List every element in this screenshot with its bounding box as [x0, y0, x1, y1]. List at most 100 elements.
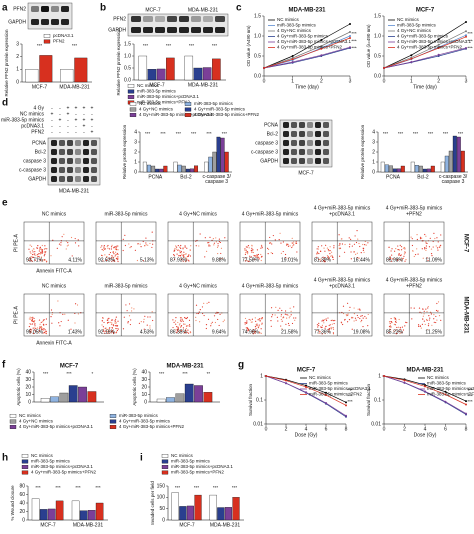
event-dot	[181, 318, 183, 320]
y-axis-label: Relative protein expression	[122, 124, 127, 179]
significance: ***	[467, 393, 473, 398]
event-dot	[356, 252, 358, 254]
flow-percent: 85.98%	[386, 257, 404, 263]
blot-band	[299, 131, 305, 137]
condition-label: NC mimics	[20, 111, 45, 117]
significance: ***	[206, 131, 212, 136]
event-dot	[252, 249, 254, 251]
event-dot	[205, 324, 208, 326]
event-dot	[367, 325, 369, 327]
x-tick-label: MCF-7	[149, 82, 164, 88]
event-dot	[145, 242, 147, 244]
event-dot	[112, 324, 114, 326]
event-dot	[261, 245, 263, 247]
event-dot	[42, 259, 44, 261]
event-dot	[177, 329, 179, 331]
line-series	[263, 47, 351, 69]
panel-label: d	[2, 98, 8, 109]
event-dot	[180, 244, 182, 247]
bar	[25, 69, 39, 83]
event-dot	[277, 320, 279, 322]
event-dot	[251, 321, 253, 323]
event-dot	[180, 258, 182, 260]
event-dot	[328, 324, 330, 327]
event-dot	[28, 318, 31, 320]
blot-band	[283, 149, 289, 155]
event-dot	[196, 312, 198, 315]
event-dot	[360, 315, 362, 317]
legend-label: miR-383-5p mimics+pcDNA3.1	[137, 94, 199, 99]
significance: ***	[55, 485, 61, 490]
blot-band	[51, 149, 57, 155]
event-dot	[350, 238, 352, 240]
blot-band	[91, 176, 97, 182]
event-dot	[116, 252, 118, 255]
bar	[55, 500, 64, 521]
condition-sign: +	[75, 117, 78, 123]
event-dot	[320, 258, 322, 260]
event-dot	[189, 255, 192, 257]
significance: ***	[176, 131, 182, 136]
x-tick-label: 4	[424, 426, 427, 432]
event-dot	[360, 321, 362, 323]
event-dot	[180, 250, 182, 253]
event-dot	[332, 256, 334, 258]
event-dot	[40, 253, 42, 255]
condition-sign: +	[91, 105, 94, 111]
event-dot	[393, 323, 395, 325]
event-dot	[279, 232, 281, 234]
event-dot	[316, 256, 318, 259]
event-dot	[270, 252, 272, 254]
event-dot	[110, 246, 113, 248]
blot-band	[59, 167, 65, 173]
blot-band	[315, 131, 321, 137]
event-dot	[414, 253, 417, 256]
flow-title: +PFN2	[406, 283, 422, 289]
event-dot	[103, 246, 105, 248]
event-dot	[256, 323, 258, 325]
event-dot	[185, 317, 187, 319]
event-dot	[45, 251, 47, 253]
bar	[156, 68, 166, 81]
event-dot	[115, 253, 118, 256]
flow-title: miR-383-5p mimics	[104, 211, 148, 217]
event-dot	[333, 322, 335, 325]
event-dot	[216, 246, 219, 248]
line-point	[325, 391, 327, 394]
event-dot	[355, 253, 357, 255]
condition-sign: -	[67, 123, 69, 129]
event-dot	[422, 308, 424, 310]
condition-sign: +	[51, 111, 54, 117]
flow-title: NC mimics	[42, 211, 67, 217]
event-dot	[358, 242, 360, 245]
panel-label: f	[2, 360, 6, 371]
event-dot	[348, 319, 351, 321]
flow-percent: 92.16%	[98, 329, 116, 335]
blot-band	[299, 140, 305, 146]
flow-percent: 81.39%	[314, 257, 332, 263]
bar	[460, 150, 465, 173]
event-dot	[34, 251, 36, 253]
event-dot	[147, 244, 149, 246]
event-dot	[390, 257, 392, 260]
event-dot	[202, 312, 204, 315]
line-point	[383, 67, 385, 69]
event-dot	[332, 327, 334, 329]
bar	[194, 165, 199, 173]
event-dot	[269, 242, 272, 244]
legend-label: NC mimics	[171, 453, 193, 458]
event-dot	[327, 317, 329, 319]
event-dot	[435, 321, 437, 324]
event-dot	[417, 324, 420, 326]
blot-band	[299, 158, 305, 164]
blot-band	[283, 131, 289, 137]
event-dot	[429, 237, 431, 239]
legend-swatch	[161, 454, 169, 458]
x-tick-label: 1	[291, 78, 294, 84]
flow-percent: 93.71%	[26, 257, 44, 263]
y-tick-label: 0.1	[256, 397, 263, 403]
event-dot	[215, 237, 217, 239]
bar	[194, 385, 203, 403]
event-dot	[113, 259, 115, 261]
event-dot	[257, 327, 259, 329]
